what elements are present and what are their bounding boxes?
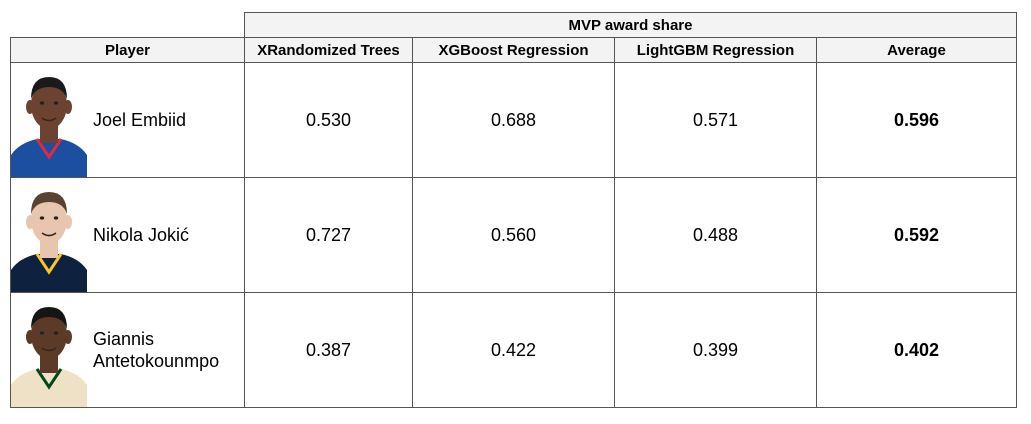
headshot-illustration	[11, 192, 87, 292]
cell-xgboost: 0.688	[412, 62, 615, 178]
player-cell: Nikola Jokić	[10, 177, 245, 293]
cell-xgboost: 0.560	[412, 177, 615, 293]
cell-lightgbm: 0.488	[614, 177, 817, 293]
table-row: Giannis Antetokounmpo 0.387 0.422 0.399 …	[10, 292, 1017, 408]
group-header-mvp-award-share: MVP award share	[244, 12, 1017, 38]
player-cell: Giannis Antetokounmpo	[10, 292, 245, 408]
cell-average: 0.402	[816, 292, 1017, 408]
player-headshot	[11, 293, 87, 407]
player-headshot	[11, 178, 87, 292]
cell-xgboost: 0.422	[412, 292, 615, 408]
empty-corner-cell	[10, 12, 245, 38]
headshot-illustration	[11, 77, 87, 177]
table-row: Nikola Jokić 0.727 0.560 0.488 0.592	[10, 177, 1017, 293]
table-row: Joel Embiid 0.530 0.688 0.571 0.596	[10, 62, 1017, 178]
mvp-award-share-table: MVP award share Player XRandomized Trees…	[10, 12, 1017, 408]
player-name: Nikola Jokić	[93, 225, 190, 245]
player-name: Giannis Antetokounmpo	[93, 329, 220, 371]
column-header-average: Average	[816, 37, 1017, 63]
cell-xrandomized-trees: 0.530	[244, 62, 413, 178]
column-header-lightgbm-regression: LightGBM Regression	[614, 37, 817, 63]
player-cell: Joel Embiid	[10, 62, 245, 178]
cell-lightgbm: 0.571	[614, 62, 817, 178]
cell-xrandomized-trees: 0.727	[244, 177, 413, 293]
player-name: Joel Embiid	[93, 110, 187, 130]
cell-xrandomized-trees: 0.387	[244, 292, 413, 408]
cell-average: 0.592	[816, 177, 1017, 293]
cell-average: 0.596	[816, 62, 1017, 178]
column-header-xgboost-regression: XGBoost Regression	[412, 37, 615, 63]
column-header-xrandomized-trees: XRandomized Trees	[244, 37, 413, 63]
headshot-illustration	[11, 307, 87, 407]
cell-lightgbm: 0.399	[614, 292, 817, 408]
player-headshot	[11, 63, 87, 177]
column-header-player: Player	[10, 37, 245, 63]
